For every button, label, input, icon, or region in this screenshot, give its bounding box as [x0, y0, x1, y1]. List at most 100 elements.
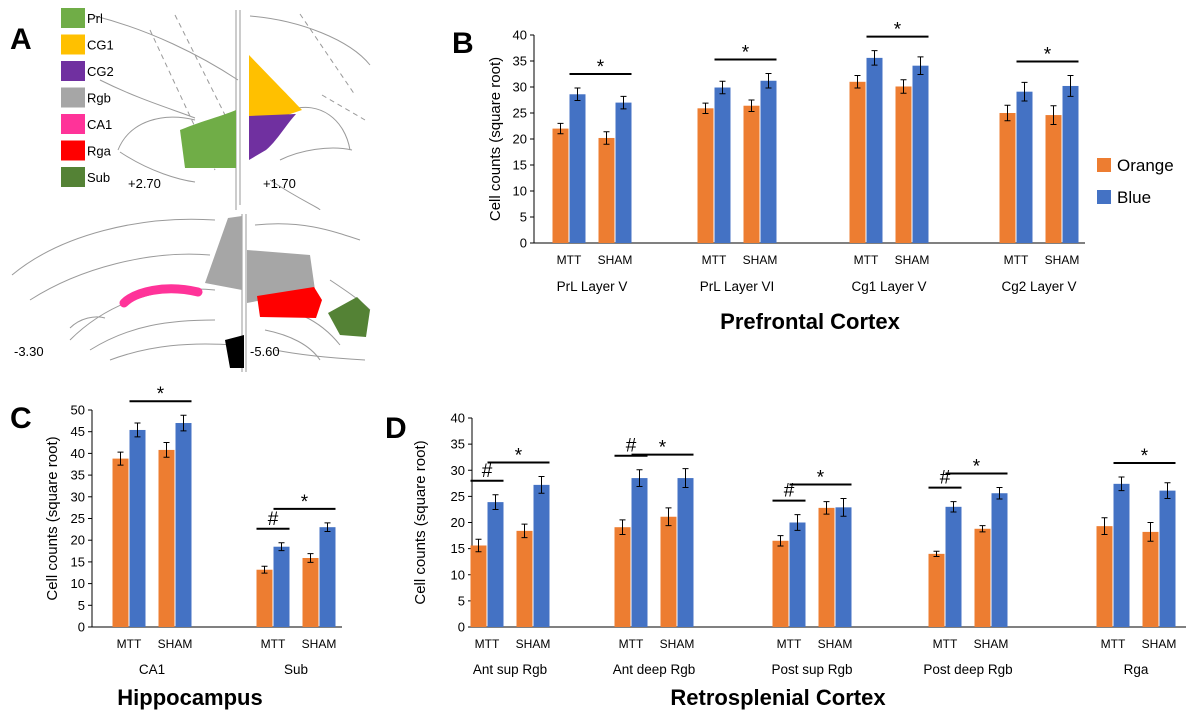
- error-bar: [933, 550, 940, 557]
- bar-orange-sham: [516, 530, 533, 627]
- condition-label: MTT: [702, 253, 727, 267]
- error-bar: [521, 523, 528, 539]
- y-tick-label: 15: [451, 541, 465, 556]
- y-tick-label: 5: [78, 598, 85, 613]
- error-bar: [917, 56, 924, 76]
- panel-title: Hippocampus: [117, 685, 262, 710]
- region-swatch-rgb: [61, 87, 85, 108]
- error-bar: [636, 469, 643, 487]
- y-tick-label: 40: [513, 28, 527, 43]
- bar-blue-sham: [319, 527, 336, 627]
- legend-label-blue: Blue: [1117, 188, 1151, 207]
- y-tick-label: 15: [71, 554, 85, 569]
- y-tick-label: 10: [451, 567, 465, 582]
- condition-label: SHAM: [895, 253, 930, 267]
- y-tick-label: 25: [513, 106, 527, 121]
- condition-label: SHAM: [1142, 637, 1177, 651]
- bar-blue-mtt: [487, 502, 504, 627]
- bar-blue-sham: [1159, 490, 1176, 627]
- bar-orange-mtt: [112, 458, 129, 627]
- bar-blue-sham: [615, 102, 632, 243]
- error-bar: [324, 522, 331, 533]
- region-label-sub: Sub: [87, 170, 110, 185]
- star-significance-marker: *: [515, 446, 523, 467]
- condition-label: MTT: [557, 253, 582, 267]
- group-label: Cg1 Layer V: [851, 279, 926, 294]
- region-swatch-cg2: [61, 61, 85, 81]
- region-label-cg2: CG2: [87, 64, 114, 79]
- bar-blue-sham: [677, 478, 694, 627]
- error-bar: [1067, 75, 1074, 97]
- chart-c: 0 5 10 15 20 25 30 35 40 45 50 Cell counts (square …: [44, 384, 342, 710]
- region-swatch-cg1: [61, 34, 85, 55]
- bar-orange-sham: [895, 86, 912, 243]
- error-bar: [492, 494, 499, 510]
- atlas-coordinate: +2.70: [128, 176, 161, 191]
- legend-label-orange: Orange: [1117, 156, 1174, 175]
- condition-label: MTT: [117, 637, 142, 651]
- y-tick-label: 40: [71, 446, 85, 461]
- condition-label: SHAM: [158, 637, 193, 651]
- error-bar: [748, 99, 755, 112]
- error-bar: [823, 501, 830, 515]
- region-label-rgb: Rgb: [87, 91, 111, 106]
- y-tick-label: 5: [520, 210, 527, 225]
- y-tick-label: 50: [71, 403, 85, 418]
- panel-label-b: B: [452, 27, 474, 60]
- y-tick-label: 35: [71, 468, 85, 483]
- error-bar: [574, 87, 581, 102]
- region-swatch-ca1: [61, 114, 85, 134]
- group-label: Post deep Rgb: [923, 662, 1012, 677]
- bar-orange-sham: [818, 507, 835, 627]
- condition-label: MTT: [1004, 253, 1029, 267]
- group-label: Post sup Rgb: [771, 662, 852, 677]
- y-tick-label: 30: [513, 80, 527, 95]
- condition-label: MTT: [1101, 637, 1126, 651]
- atlas-panel: Prl CG1 CG2 Rgb CA1 Rga Sub +2.70 +1.70 -3.30 -5.6…: [11, 8, 371, 372]
- y-tick-label: 25: [451, 489, 465, 504]
- bar-orange-sham: [1045, 115, 1062, 243]
- region-swatch-prl: [61, 8, 85, 28]
- bar-orange-mtt: [256, 569, 273, 627]
- y-tick-label: 40: [451, 411, 465, 426]
- y-tick-label: 0: [78, 620, 85, 635]
- atlas-region-sub: [328, 297, 370, 337]
- bar-orange-mtt: [470, 545, 487, 627]
- condition-label: MTT: [619, 637, 644, 651]
- bar-blue-mtt: [569, 94, 586, 243]
- panel-label-d: D: [385, 412, 407, 445]
- bar-blue-sham: [533, 484, 550, 627]
- panel-label-a: A: [10, 23, 32, 56]
- error-bar: [950, 501, 957, 513]
- bar-orange-sham: [1142, 531, 1159, 627]
- error-bar: [117, 451, 124, 466]
- condition-label: MTT: [854, 253, 879, 267]
- bar-orange-mtt: [614, 527, 631, 627]
- bar-orange-sham: [302, 557, 319, 627]
- error-bar: [871, 50, 878, 66]
- atlas-coordinate: +1.70: [263, 176, 296, 191]
- error-bar: [163, 442, 170, 458]
- bar-blue-mtt: [631, 478, 648, 627]
- condition-label: SHAM: [1045, 253, 1080, 267]
- error-bar: [765, 72, 772, 89]
- star-significance-marker: *: [742, 42, 750, 63]
- y-tick-label: 10: [513, 184, 527, 199]
- error-bar: [1050, 105, 1057, 125]
- error-bar: [854, 75, 861, 89]
- error-bar: [665, 507, 672, 527]
- bar-orange-sham: [660, 516, 677, 627]
- star-significance-marker: *: [597, 57, 605, 78]
- error-bar: [180, 414, 187, 432]
- hash-significance-marker: #: [940, 468, 951, 489]
- group-label: Cg2 Layer V: [1001, 279, 1076, 294]
- bar-orange-mtt: [928, 553, 945, 627]
- y-axis-label: Cell counts (square root): [44, 436, 61, 600]
- group-label: Ant deep Rgb: [613, 662, 696, 677]
- y-tick-label: 35: [513, 54, 527, 69]
- star-significance-marker: *: [157, 384, 165, 405]
- bar-blue-sham: [991, 493, 1008, 627]
- group-label: PrL Layer V: [557, 279, 628, 294]
- atlas-region-ca1: [119, 284, 203, 308]
